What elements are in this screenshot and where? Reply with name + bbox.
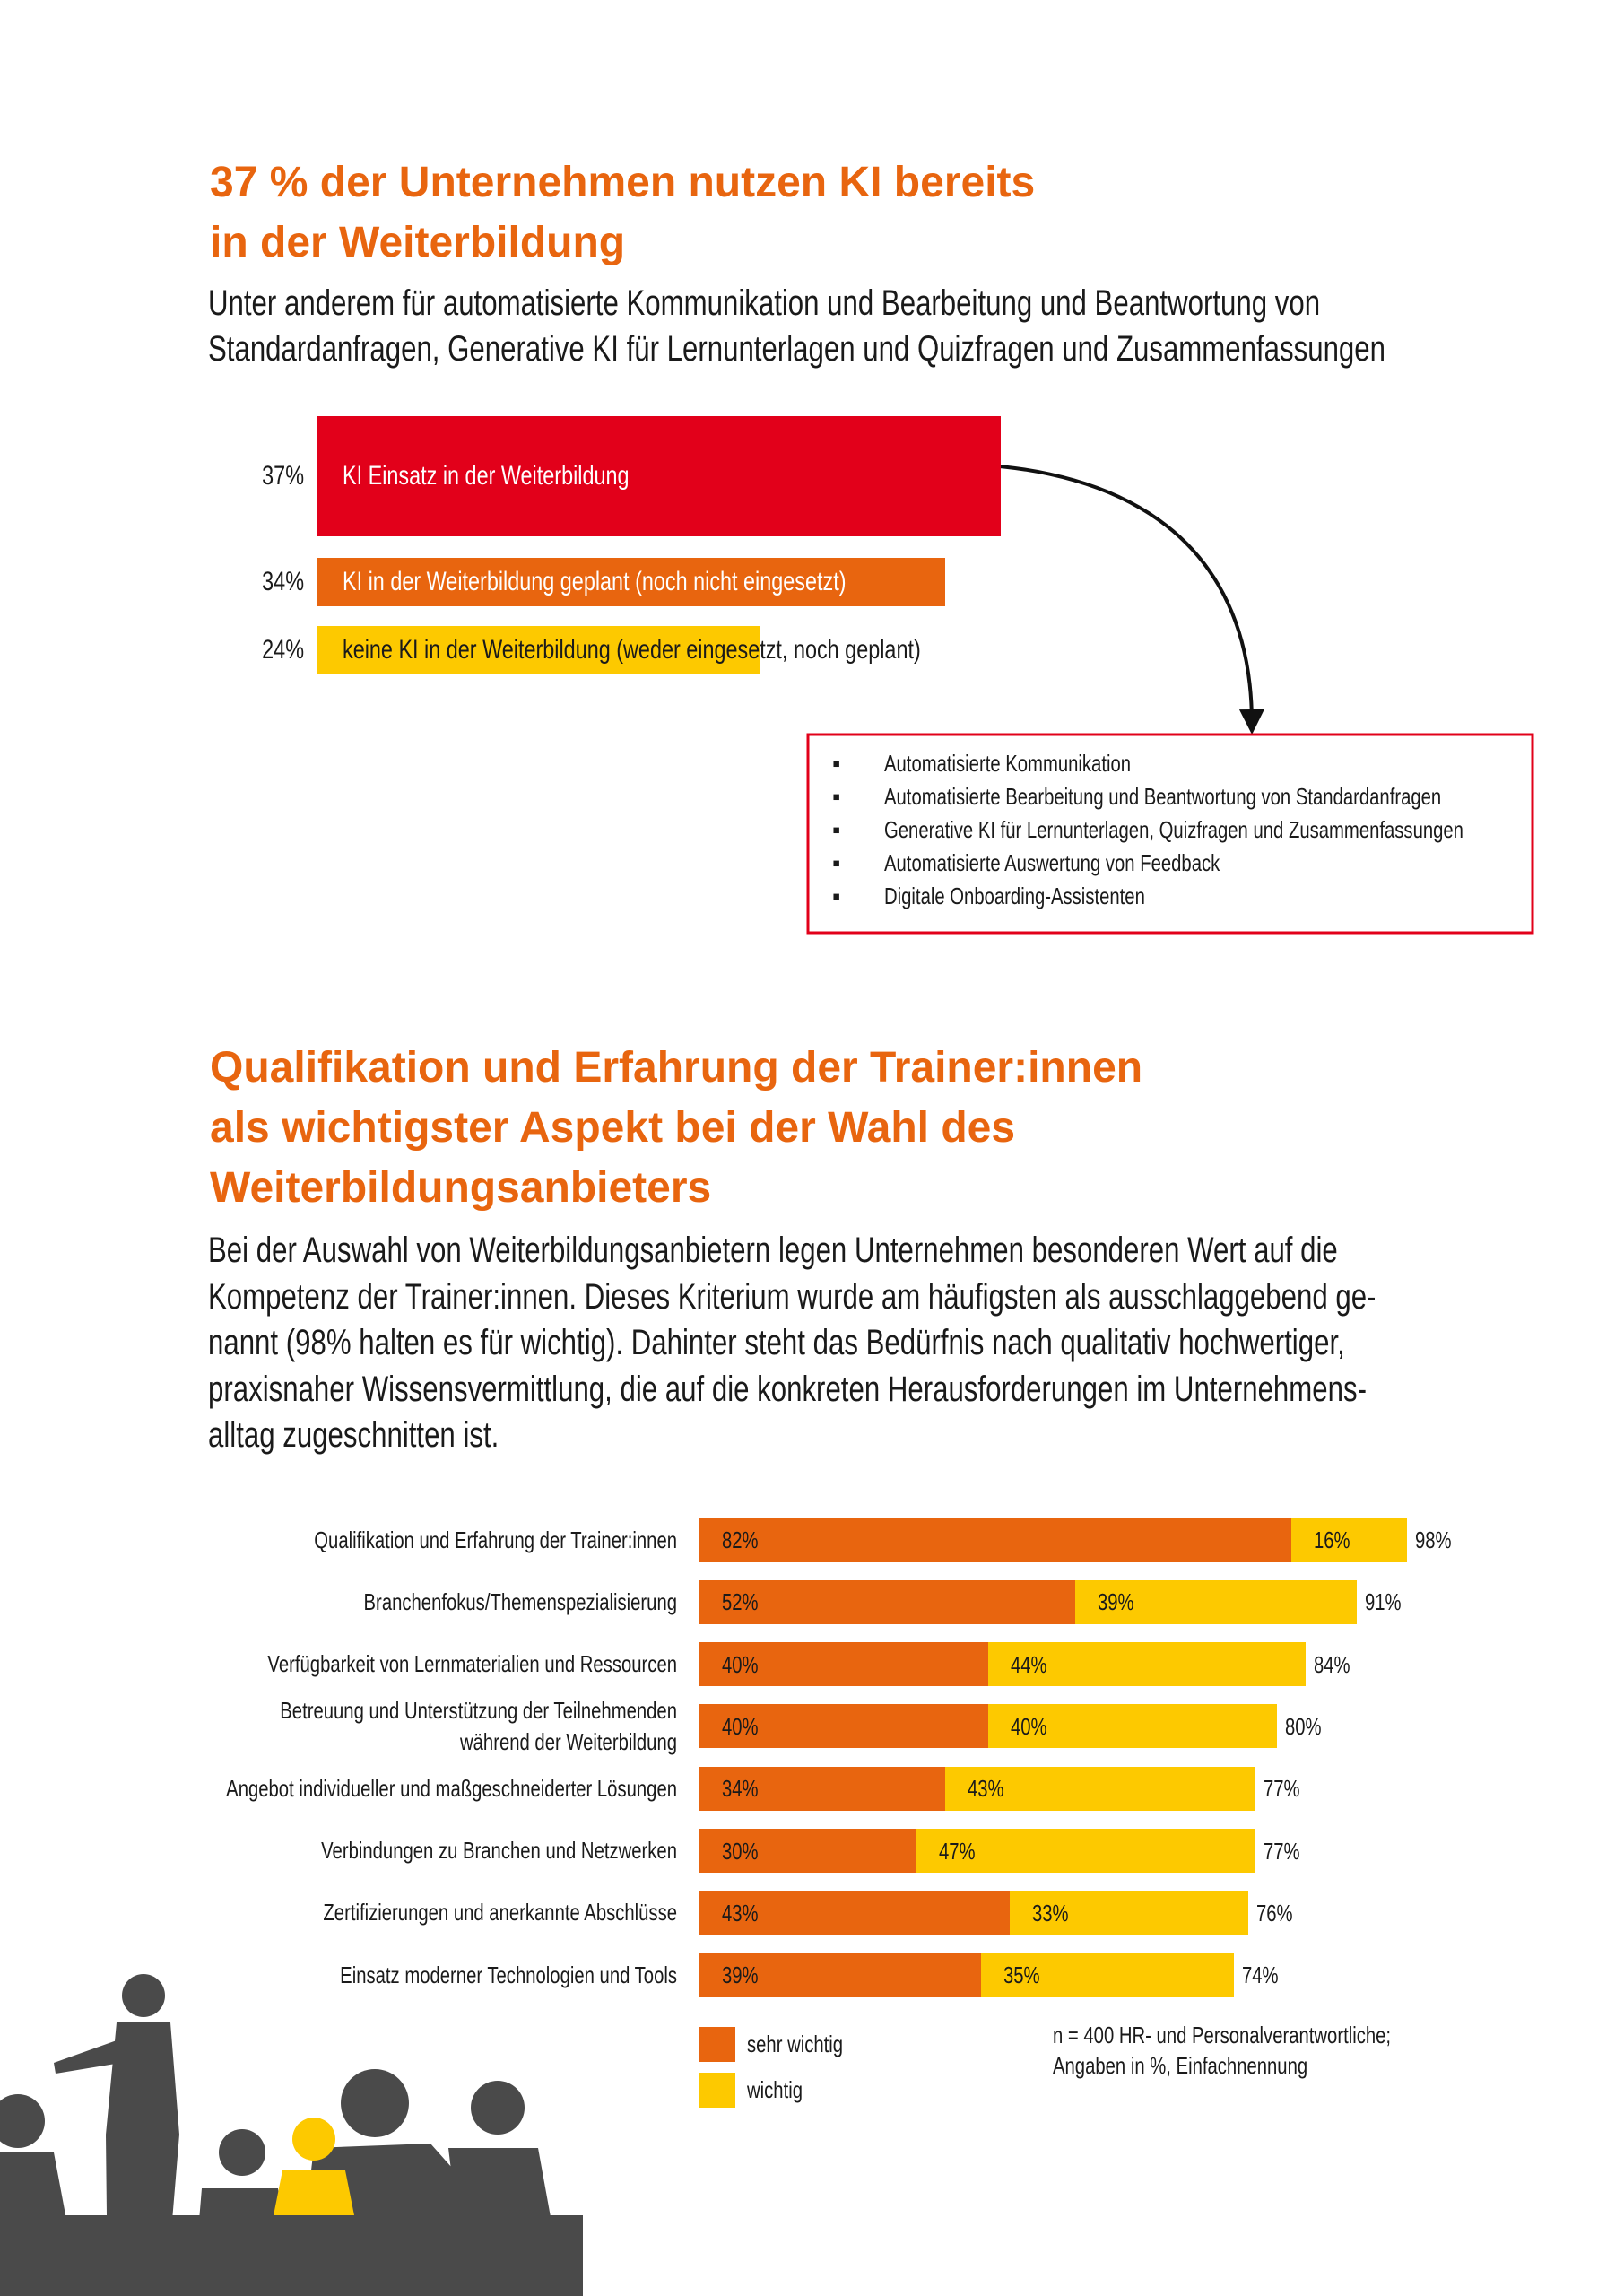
total-label: 80%	[1285, 1712, 1322, 1740]
segment-label: 39%	[722, 1961, 759, 1989]
legend-label: sehr wichtig	[747, 2031, 844, 2057]
bar-segment	[699, 1579, 1075, 1624]
note: n = 400 HR- und Personalverantwortliche;…	[1053, 2022, 1392, 2079]
bar-label: keine KI in der Weiterbildung (weder ein…	[343, 635, 921, 665]
bar-segment	[699, 1642, 988, 1687]
category-label: Verfügbarkeit von Lernmaterialien und Re…	[267, 1650, 677, 1678]
legend-swatch	[699, 2073, 735, 2108]
legend-label: wichtig	[747, 2076, 803, 2103]
segment-label: 30%	[722, 1837, 759, 1865]
segment-label: 40%	[1011, 1712, 1047, 1740]
bar	[317, 626, 761, 674]
list-item: Digitale Onboarding-Assistenten	[884, 883, 1145, 909]
bullet: ▪	[832, 750, 841, 777]
value-label: 37%	[262, 461, 304, 491]
segment-label: 40%	[722, 1650, 759, 1678]
total-label: 84%	[1314, 1650, 1350, 1678]
category-label: Einsatz moderner Technologien und Tools	[340, 1961, 677, 1988]
bullet: ▪	[832, 783, 841, 810]
segment-label: 43%	[967, 1775, 1004, 1803]
category-label: Betreuung und Unterstützung der Teilnehm…	[280, 1696, 677, 1755]
silhouettes	[0, 1974, 583, 2296]
total-label: 76%	[1255, 1899, 1293, 1926]
total-label: 77%	[1263, 1837, 1300, 1865]
bar-segment	[1074, 1579, 1357, 1624]
bar-segment	[1010, 1891, 1248, 1935]
highlight-figure	[274, 2118, 354, 2215]
bar-segment	[699, 1518, 1292, 1562]
segment-label: 16%	[1314, 1526, 1350, 1553]
bar-label: KI Einsatz in der Weiterbildung	[343, 461, 630, 491]
bar-label: KI in der Weiterbildung geplant (noch ni…	[343, 567, 847, 596]
legend-swatch	[699, 2027, 735, 2062]
segment-label: 52%	[722, 1588, 759, 1616]
bar-segment	[699, 1891, 1011, 1935]
segment-label: 44%	[1011, 1650, 1047, 1678]
segment-label: 39%	[1097, 1588, 1134, 1616]
category-label: Branchenfokus/Themenspezialisierung	[363, 1587, 677, 1615]
bar-segment	[699, 1766, 945, 1811]
bar-segment	[980, 1952, 1234, 1997]
segment-label: 40%	[722, 1712, 759, 1740]
value-label: 24%	[262, 635, 304, 665]
segment-label: 35%	[1003, 1961, 1040, 1989]
category-label: Qualifikation und Erfahrung der Trainer:…	[314, 1526, 677, 1553]
subtitle: Unter anderem für automatisierte Kommuni…	[208, 283, 1385, 369]
bullet: ▪	[832, 849, 841, 876]
segment-label: 47%	[938, 1837, 976, 1865]
bar	[317, 416, 1002, 536]
segment-label: 82%	[722, 1526, 759, 1553]
total-label: 91%	[1364, 1588, 1402, 1616]
category-label: Zertifizierungen und anerkannte Abschlüs…	[323, 1899, 677, 1926]
total-label: 98%	[1414, 1526, 1452, 1553]
bar-segment	[916, 1829, 1255, 1873]
bar-segment	[944, 1766, 1255, 1811]
category-label: Verbindungen zu Branchen und Netzwerken	[321, 1837, 677, 1864]
body-text: Bei der Auswahl von Weiterbildungsanbiet…	[208, 1231, 1376, 1455]
bar-segment	[699, 1704, 988, 1749]
category-label: Angebot individueller und maßgeschneider…	[226, 1774, 677, 1802]
callout-box	[806, 733, 1534, 935]
list-item: Generative KI für Lernunterlagen, Quizfr…	[884, 816, 1463, 843]
segment-label: 34%	[722, 1775, 759, 1803]
bar-segment	[988, 1642, 1307, 1687]
list-item: Automatisierte Auswertung von Feedback	[884, 849, 1220, 876]
list-item: Automatisierte Kommunikation	[884, 750, 1132, 777]
bar-segment	[988, 1704, 1277, 1749]
bar-segment	[1291, 1518, 1407, 1562]
bullet: ▪	[832, 816, 841, 843]
bullet: ▪	[832, 883, 841, 909]
segment-label: 33%	[1032, 1899, 1069, 1926]
heading: 37 % der Unternehmen nutzen KI bereits i…	[210, 159, 1036, 266]
bar-segment	[699, 1952, 981, 1997]
heading: Qualifikation und Erfahrung der Trainer:…	[210, 1044, 1143, 1212]
total-label: 74%	[1241, 1961, 1279, 1989]
bar-segment	[699, 1829, 916, 1873]
bar	[317, 558, 946, 606]
segment-label: 43%	[722, 1899, 759, 1926]
total-label: 77%	[1263, 1775, 1300, 1803]
value-label: 34%	[262, 567, 304, 596]
list-item: Automatisierte Bearbeitung und Beantwort…	[884, 783, 1442, 810]
